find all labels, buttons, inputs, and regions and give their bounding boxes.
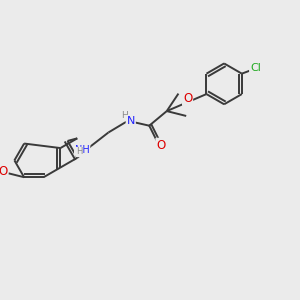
Text: H: H: [76, 147, 83, 156]
Text: O: O: [183, 92, 192, 105]
Text: NH: NH: [75, 145, 89, 155]
Text: O: O: [156, 139, 166, 152]
Text: H: H: [122, 112, 128, 121]
Text: O: O: [0, 165, 8, 178]
Text: Cl: Cl: [250, 63, 261, 73]
Text: N: N: [127, 116, 135, 126]
